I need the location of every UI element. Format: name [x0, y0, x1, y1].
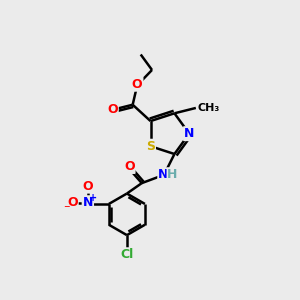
Text: N: N — [83, 196, 93, 209]
Text: O: O — [67, 196, 78, 209]
Text: N: N — [184, 127, 194, 140]
Text: H: H — [167, 168, 178, 181]
Text: S: S — [146, 140, 155, 153]
Text: O: O — [107, 103, 118, 116]
Text: O: O — [124, 160, 135, 173]
Text: N: N — [158, 168, 169, 181]
Text: O: O — [132, 78, 142, 91]
Text: ⁻: ⁻ — [63, 203, 70, 216]
Text: O: O — [82, 180, 93, 193]
Text: Cl: Cl — [120, 248, 134, 261]
Text: CH₃: CH₃ — [197, 103, 220, 113]
Text: +: + — [89, 193, 97, 203]
